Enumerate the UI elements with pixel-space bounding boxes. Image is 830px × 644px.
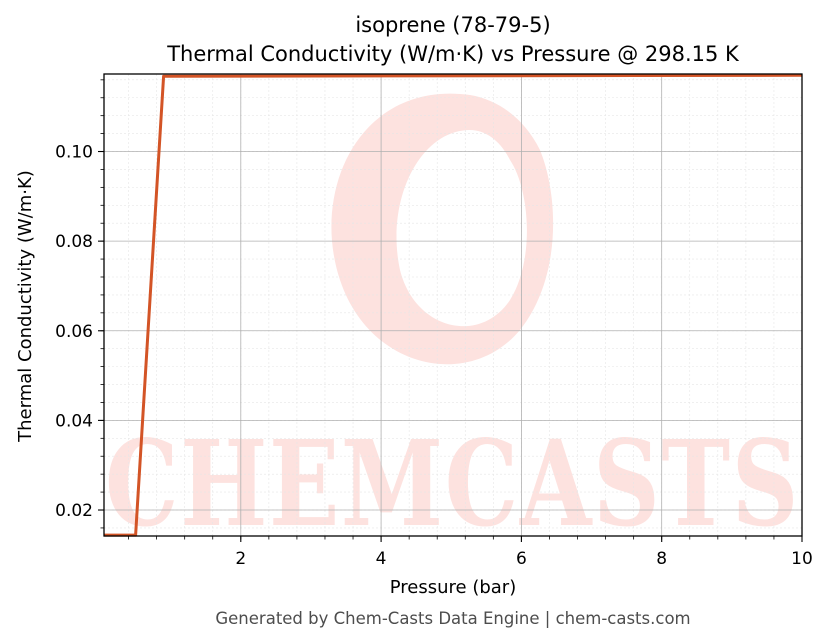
x-tick-label: 2 xyxy=(235,549,246,569)
x-tick-label: 4 xyxy=(376,549,387,569)
y-tick-label: 0.02 xyxy=(55,501,93,521)
chart-title: isoprene (78-79-5) xyxy=(355,13,550,37)
axis-ticks: 2 4 6 8 10 0.02 0.04 0.06 0.08 0.10 xyxy=(55,79,813,569)
y-axis-label: Thermal Conductivity (W/m·K) xyxy=(15,170,36,443)
footer-credit: Generated by Chem-Casts Data Engine | ch… xyxy=(215,609,690,628)
x-tick-label: 10 xyxy=(791,549,813,569)
y-tick-label: 0.08 xyxy=(55,232,93,252)
plot-area-frame xyxy=(103,73,803,537)
y-tick-label: 0.06 xyxy=(55,322,93,342)
chart-subtitle: Thermal Conductivity (W/m·K) vs Pressure… xyxy=(166,42,740,66)
y-tick-label: 0.10 xyxy=(55,143,93,163)
watermark-text: CHEMCASTS xyxy=(105,414,800,553)
y-tick-label: 0.04 xyxy=(55,411,93,431)
x-tick-label: 8 xyxy=(656,549,667,569)
watermark-swirl-icon xyxy=(331,93,554,365)
chemcasts-watermark-logo: CHEMCASTS xyxy=(105,93,800,553)
x-tick-label: 6 xyxy=(516,549,527,569)
x-axis-label: Pressure (bar) xyxy=(390,577,516,598)
series-line-0 xyxy=(104,73,803,537)
